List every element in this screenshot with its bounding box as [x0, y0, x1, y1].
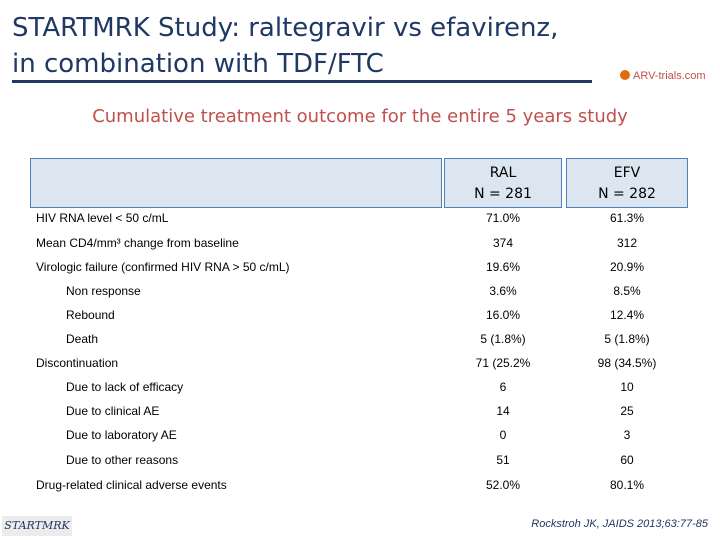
table-row: Non response 3.6% 8.5%	[0, 281, 720, 301]
efv-value: 5 (1.8%)	[604, 332, 650, 346]
efv-value: 12.4%	[609, 308, 645, 322]
efv-name: EFV	[613, 165, 641, 181]
ral-name: RAL	[489, 165, 517, 181]
efv-value: 10	[620, 380, 634, 394]
row-label: Due to clinical AE	[66, 404, 160, 418]
arv-trials-logo: ARV-trials.com	[620, 70, 706, 82]
efv-value: 60	[620, 453, 634, 467]
row-label: Non response	[66, 284, 141, 298]
table-row: Due to clinical AE 14 25	[0, 401, 720, 421]
startmrk-logo: STARTMRK	[2, 516, 72, 536]
citation: Rockstroh JK, JAIDS 2013;63:77-85	[531, 518, 708, 530]
title-divider	[12, 80, 592, 83]
ral-value: 16.0%	[485, 308, 521, 322]
logo-text: ARV-trials.com	[633, 70, 706, 82]
efv-value: 80.1%	[609, 478, 645, 492]
column-header-ral: RAL N = 281	[444, 158, 562, 208]
title-line-2: in combination with TDF/FTC	[12, 49, 384, 79]
ral-value: 52.0%	[485, 478, 521, 492]
row-label: Discontinuation	[36, 356, 119, 370]
table-row: Drug-related clinical adverse events 52.…	[0, 475, 720, 495]
table-row: Discontinuation 71 (25.2% 98 (34.5%)	[0, 353, 720, 373]
ral-value: 6	[499, 380, 507, 394]
header-empty-cell	[30, 158, 442, 208]
row-label: Drug-related clinical adverse events	[36, 478, 227, 492]
title-line-1: STARTMRK Study: raltegravir vs efavirenz…	[12, 13, 559, 43]
ral-value: 51	[496, 453, 510, 467]
efv-value: 3	[623, 428, 631, 442]
ral-n: N = 281	[474, 186, 532, 202]
row-label: Death	[66, 332, 99, 346]
ral-value: 5 (1.8%)	[480, 332, 526, 346]
table-row: Due to lack of efficacy 6 10	[0, 377, 720, 397]
ral-value: 374	[492, 236, 514, 250]
slide-subtitle: Cumulative treatment outcome for the ent…	[92, 106, 628, 127]
row-label: Due to other reasons	[66, 453, 179, 467]
efv-value: 312	[616, 236, 638, 250]
table-row: Virologic failure (confirmed HIV RNA > 5…	[0, 257, 720, 277]
ral-value: 71.0%	[485, 211, 521, 225]
efv-value: 8.5%	[613, 284, 641, 298]
row-label: Virologic failure (confirmed HIV RNA > 5…	[36, 260, 290, 274]
ral-value: 3.6%	[489, 284, 517, 298]
logo-icon	[620, 70, 630, 80]
column-header-efv: EFV N = 282	[566, 158, 688, 208]
row-label: Due to lack of efficacy	[66, 380, 184, 394]
efv-value: 20.9%	[609, 260, 645, 274]
table-row: Death 5 (1.8%) 5 (1.8%)	[0, 329, 720, 349]
slide-title: STARTMRK Study: raltegravir vs efavirenz…	[12, 10, 572, 82]
row-label: Mean CD4/mm³ change from baseline	[36, 236, 239, 250]
efv-value: 61.3%	[609, 211, 645, 225]
efv-n: N = 282	[598, 186, 656, 202]
ral-value: 71 (25.2%	[475, 356, 531, 370]
table-row: Due to laboratory AE 0 3	[0, 425, 720, 445]
row-label: Due to laboratory AE	[66, 428, 177, 442]
row-label: HIV RNA level < 50 c/mL	[36, 211, 169, 225]
ral-value: 0	[499, 428, 507, 442]
table-row: Due to other reasons 51 60	[0, 450, 720, 470]
efv-value: 25	[620, 404, 634, 418]
table-row: Rebound 16.0% 12.4%	[0, 305, 720, 325]
row-label: Rebound	[66, 308, 115, 322]
table-row: HIV RNA level < 50 c/mL 71.0% 61.3%	[0, 208, 720, 228]
ral-value: 14	[496, 404, 510, 418]
efv-value: 98 (34.5%)	[597, 356, 657, 370]
table-row: Mean CD4/mm³ change from baseline 374 31…	[0, 233, 720, 253]
ral-value: 19.6%	[485, 260, 521, 274]
